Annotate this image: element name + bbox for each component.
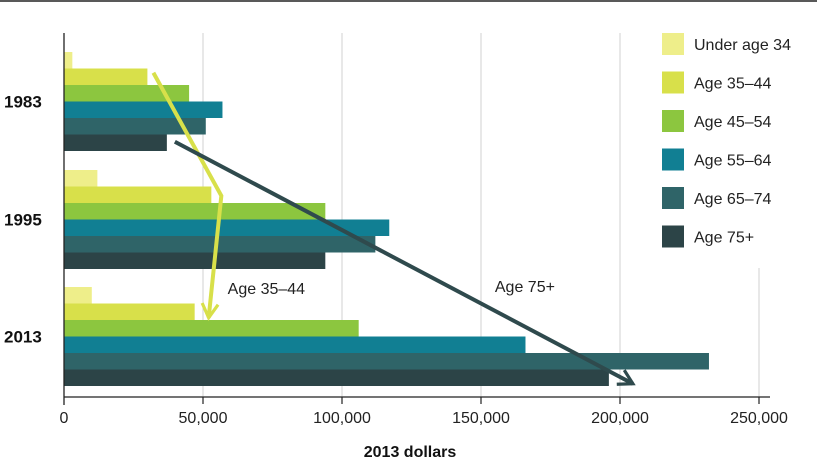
x-tick-label-200-000: 200,000 xyxy=(591,410,649,427)
x-tick-label-50-000: 50,000 xyxy=(179,410,228,427)
bar-2013-age-65-74 xyxy=(64,353,709,370)
legend-item-age-75: Age 75+ xyxy=(662,226,754,248)
x-axis-label: 2013 dollars xyxy=(364,444,457,461)
bar-1983-age-75 xyxy=(64,135,167,152)
x-tick-label-0: 0 xyxy=(60,410,69,427)
x-tick-label-150-000: 150,000 xyxy=(452,410,510,427)
bar-1995-age-65-74 xyxy=(64,236,375,253)
x-tick-label-100-000: 100,000 xyxy=(313,410,371,427)
legend-swatch-age-65-74 xyxy=(662,187,684,209)
legend-label-under-age-34: Under age 34 xyxy=(694,37,791,54)
legend-item-age-55-64: Age 55–64 xyxy=(662,149,772,171)
legend-label-age-35-44: Age 35–44 xyxy=(694,76,772,93)
legend-item-age-35-44: Age 35–44 xyxy=(662,72,772,94)
bar-1983-age-55-64 xyxy=(64,102,222,119)
legend-swatch-age-75 xyxy=(662,226,684,248)
legend-label-age-55-64: Age 55–64 xyxy=(694,153,772,170)
annotation-label-age-75: Age 75+ xyxy=(495,279,555,296)
legend-swatch-age-45-54 xyxy=(662,110,684,132)
legend-label-age-45-54: Age 45–54 xyxy=(694,114,772,131)
annotation-label-age-35-44: Age 35–44 xyxy=(228,281,306,298)
bar-1983-age-35-44 xyxy=(64,69,147,86)
x-tick-label-250-000: 250,000 xyxy=(730,410,788,427)
bar-2013-age-35-44 xyxy=(64,304,195,321)
bar-2013-age-45-54 xyxy=(64,320,359,337)
bar-2013-age-75 xyxy=(64,370,609,387)
category-label-2013: 2013 xyxy=(4,328,42,347)
category-label-1995: 1995 xyxy=(4,211,42,230)
legend-item-under-age-34: Under age 34 xyxy=(662,33,791,55)
legend-item-age-45-54: Age 45–54 xyxy=(662,110,772,132)
legend: Under age 34 Age 35–44 Age 45–54 Age 55–64 A… xyxy=(662,33,791,248)
bar-1995-age-75 xyxy=(64,253,325,270)
bar-1983-age-45-54 xyxy=(64,85,189,102)
bar-1995-under-age-34 xyxy=(64,170,97,187)
legend-swatch-age-55-64 xyxy=(662,149,684,171)
bar-1983-under-age-34 xyxy=(64,52,72,69)
bars xyxy=(64,52,709,386)
bar-1995-age-35-44 xyxy=(64,187,211,204)
legend-swatch-age-35-44 xyxy=(662,72,684,94)
legend-swatch-under-age-34 xyxy=(662,33,684,55)
bar-1995-age-45-54 xyxy=(64,203,325,220)
category-labels: 1983 1995 2013 xyxy=(4,93,42,347)
legend-item-age-65-74: Age 65–74 xyxy=(662,187,772,209)
bar-2013-under-age-34 xyxy=(64,287,92,304)
bar-2013-age-55-64 xyxy=(64,337,525,354)
legend-label-age-75: Age 75+ xyxy=(694,230,754,247)
category-label-1983: 1983 xyxy=(4,93,42,112)
legend-label-age-65-74: Age 65–74 xyxy=(694,191,772,208)
